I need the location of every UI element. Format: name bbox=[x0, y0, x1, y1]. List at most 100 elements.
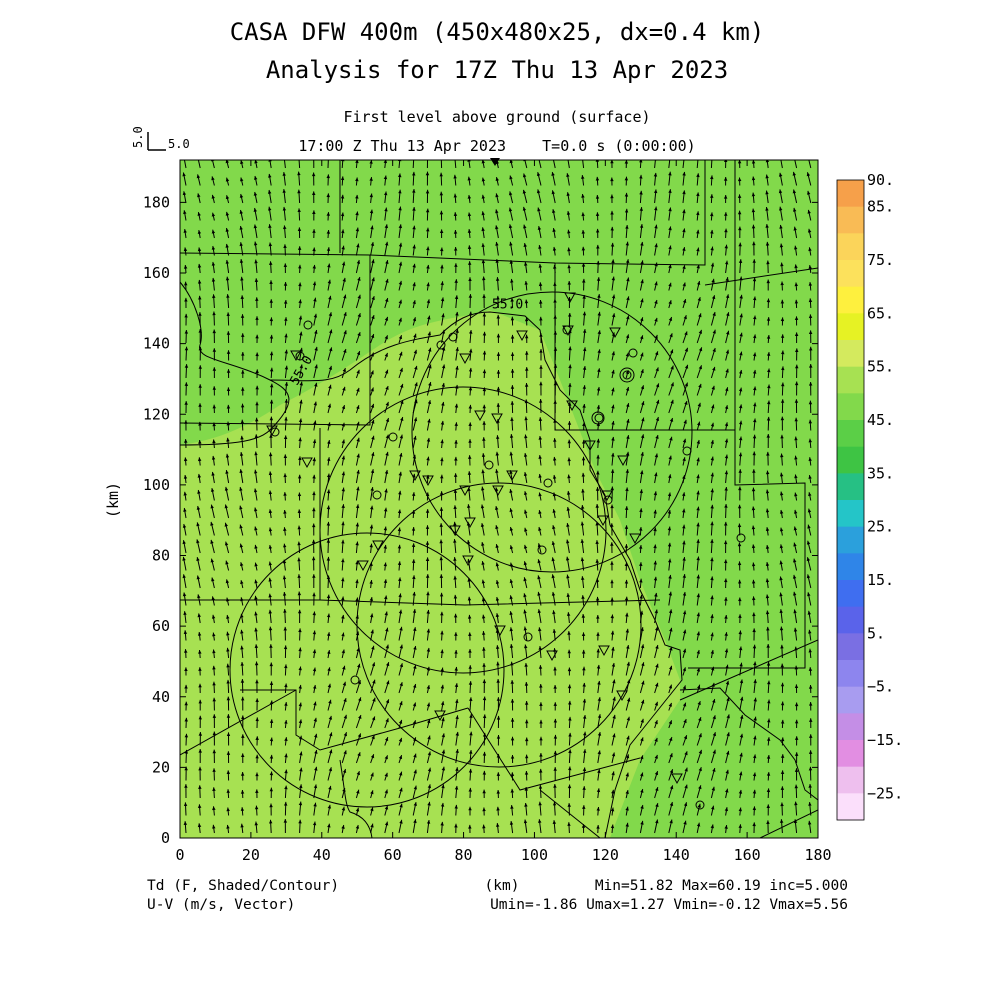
vector-key-rotated-label: 5.0 bbox=[131, 126, 145, 148]
wind-vector-head bbox=[523, 544, 528, 549]
footer-variable-vector: U-V (m/s, Vector) bbox=[147, 897, 295, 913]
wind-vector-head bbox=[427, 315, 431, 320]
wind-vector-head bbox=[370, 334, 375, 339]
wind-vector-head bbox=[210, 488, 215, 492]
wind-vector-head bbox=[440, 264, 444, 269]
wind-vector-head bbox=[254, 805, 259, 810]
wind-vector-head bbox=[640, 335, 644, 340]
wind-vector-head bbox=[509, 644, 514, 648]
wind-vector-head bbox=[369, 597, 374, 601]
wind-vector-head bbox=[682, 557, 686, 561]
wind-vector-head bbox=[780, 663, 784, 668]
wind-vector-head bbox=[739, 294, 743, 299]
vector-key: 5.0 5.0 bbox=[131, 126, 190, 151]
wind-vector-head bbox=[385, 451, 389, 456]
wind-vector-head bbox=[551, 190, 555, 195]
wind-vector-head bbox=[737, 561, 742, 566]
wind-vector-head bbox=[284, 683, 288, 688]
wind-vector-head bbox=[197, 632, 202, 636]
wind-vector-head bbox=[225, 470, 229, 474]
wind-vector-head bbox=[268, 173, 272, 178]
wind-vector-head bbox=[399, 819, 403, 824]
wind-vector-head bbox=[283, 156, 286, 160]
wind-vector-head bbox=[809, 346, 813, 351]
wind-vector-head bbox=[523, 243, 527, 247]
wind-vector-head bbox=[765, 207, 769, 211]
wind-vector-head bbox=[668, 264, 672, 269]
wind-vector-head bbox=[384, 772, 388, 777]
wind-vector-head bbox=[371, 662, 376, 667]
wind-vector-head bbox=[597, 368, 601, 373]
wind-vector-head bbox=[197, 279, 202, 284]
wind-vector-head bbox=[668, 317, 673, 321]
wind-vector-head bbox=[684, 401, 688, 405]
wind-vector-head bbox=[696, 474, 700, 479]
wind-vector-head bbox=[739, 662, 743, 667]
wind-vector-head bbox=[737, 504, 742, 509]
wind-vector-head bbox=[467, 471, 472, 475]
wind-vector-head bbox=[326, 521, 331, 526]
wind-vector-head bbox=[711, 805, 715, 810]
wind-vector-head bbox=[427, 784, 432, 789]
wind-vector-head bbox=[226, 770, 231, 774]
station-triangle bbox=[357, 560, 369, 572]
wind-vector-head bbox=[765, 578, 770, 583]
wind-vector-head bbox=[794, 299, 799, 304]
wind-vector-head bbox=[683, 419, 687, 424]
wind-vector-head bbox=[226, 714, 231, 718]
wind-vector-head bbox=[696, 440, 700, 444]
wind-vector-head bbox=[724, 422, 729, 427]
wind-vector-head bbox=[427, 751, 431, 756]
wind-vector-head bbox=[640, 434, 645, 439]
wind-vector-head bbox=[225, 160, 229, 164]
wind-vector-head bbox=[183, 491, 187, 496]
wind-vector-head bbox=[299, 751, 303, 756]
colorbar-swatch bbox=[837, 660, 864, 688]
wind-vector-head bbox=[269, 261, 273, 265]
wind-vector-head bbox=[682, 492, 686, 497]
wind-vector-head bbox=[765, 190, 769, 195]
x-tick-label: 60 bbox=[384, 846, 402, 864]
wind-vector-head bbox=[794, 332, 799, 336]
wind-vector-head bbox=[710, 504, 714, 509]
wind-vector-head bbox=[639, 562, 643, 566]
wind-vector-head bbox=[566, 155, 569, 159]
wind-vector-head bbox=[710, 422, 715, 427]
wind-vector-head bbox=[656, 399, 660, 404]
wind-vector-head bbox=[327, 440, 331, 444]
wind-vector-head bbox=[254, 544, 258, 549]
wind-vector-head bbox=[610, 614, 614, 619]
wind-vector-head bbox=[398, 317, 402, 322]
wind-vector-head bbox=[668, 720, 672, 725]
wind-vector-head bbox=[655, 383, 660, 388]
wind-vector-head bbox=[740, 715, 744, 719]
wind-vector-head bbox=[495, 241, 499, 246]
wind-vector-head bbox=[398, 471, 402, 476]
wind-vector-head bbox=[413, 417, 418, 422]
wind-vector-head bbox=[668, 574, 672, 579]
wind-vector-head bbox=[668, 609, 673, 614]
wind-vector-head bbox=[752, 596, 756, 601]
wind-vector-head bbox=[341, 577, 345, 582]
wind-vector-head bbox=[611, 259, 615, 264]
wind-vector-head bbox=[255, 789, 259, 793]
wind-vector-head bbox=[413, 627, 417, 631]
wind-vector-head bbox=[496, 370, 501, 374]
wind-vector-head bbox=[369, 543, 373, 548]
wind-vector-head bbox=[552, 228, 556, 232]
wind-vector-head bbox=[226, 696, 231, 701]
wind-vector-head bbox=[610, 504, 614, 509]
wind-vector-head bbox=[626, 277, 630, 282]
wind-vector-head bbox=[328, 767, 333, 772]
wind-vector-head bbox=[496, 352, 501, 356]
wind-vector-head bbox=[481, 579, 486, 584]
wind-vector-head bbox=[283, 492, 287, 496]
wind-vector-head bbox=[312, 491, 316, 496]
wind-vector-head bbox=[726, 697, 730, 702]
wind-vector-head bbox=[241, 333, 245, 337]
wind-vector-head bbox=[654, 281, 658, 286]
wind-vector-head bbox=[624, 525, 629, 529]
wind-vector-head bbox=[537, 559, 541, 564]
wind-vector-head bbox=[269, 434, 273, 438]
wind-vector-head bbox=[269, 644, 273, 648]
